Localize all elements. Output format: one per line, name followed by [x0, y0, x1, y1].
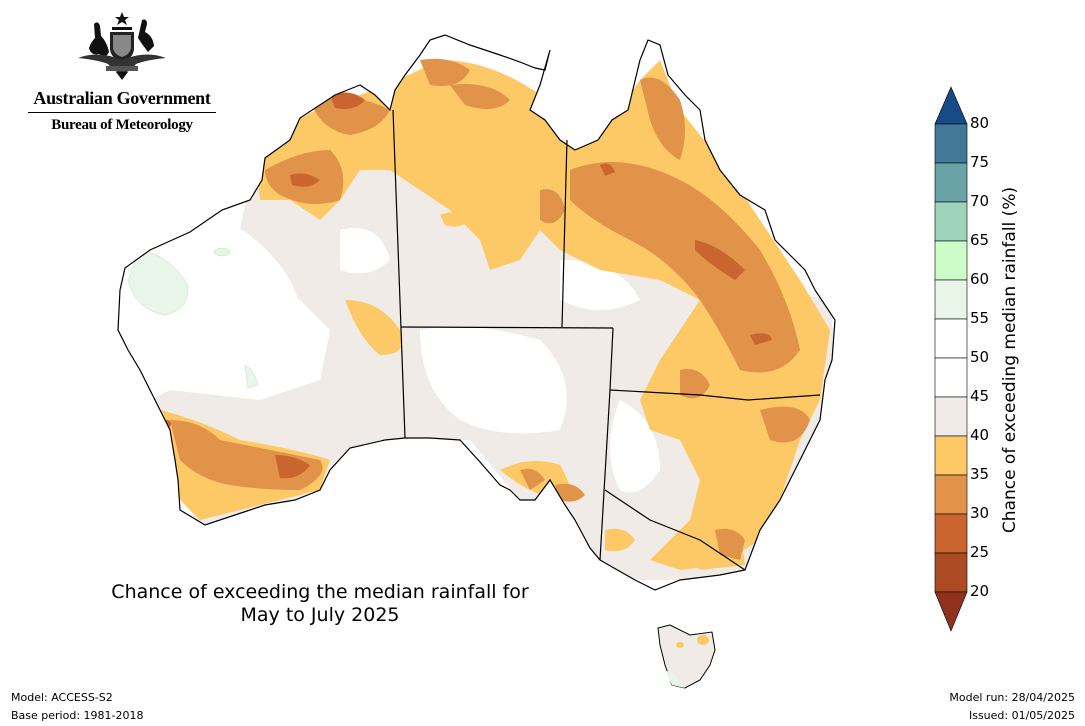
footer-model-info: Model: ACCESS-S2 Base period: 1981-2018 — [11, 689, 143, 725]
org-name-bureau: Bureau of Meteorology — [51, 117, 193, 133]
tick-65: 65 — [970, 231, 990, 249]
coat-of-arms-icon — [78, 12, 166, 80]
base-period: Base period: 1981-2018 — [11, 709, 144, 722]
map-title-line2: May to July 2025 — [240, 604, 400, 626]
colorbar — [934, 86, 968, 632]
map-title: Chance of exceeding the median rainfall … — [60, 581, 580, 627]
state-borders — [392, 109, 821, 571]
tasmania — [657, 624, 716, 689]
tick-80: 80 — [970, 114, 990, 132]
footer-run-info: Model run: 28/04/2025 Issued: 01/05/2025 — [949, 689, 1075, 725]
tick-50: 50 — [970, 348, 990, 366]
logo-divider — [28, 112, 216, 113]
issued-date: Issued: 01/05/2025 — [968, 709, 1075, 722]
tick-25: 25 — [970, 543, 990, 561]
map-title-line1: Chance of exceeding the median rainfall … — [111, 581, 529, 603]
tick-55: 55 — [970, 309, 990, 327]
tick-60: 60 — [970, 270, 990, 288]
colorbar-label: Chance of exceeding median rainfall (%) — [1000, 186, 1020, 534]
tick-20: 20 — [970, 582, 990, 600]
australia-rainfall-map — [117, 34, 836, 689]
tick-70: 70 — [970, 192, 990, 210]
bom-logo: Australian Government Bureau of Meteorol… — [24, 10, 220, 140]
tick-45: 45 — [970, 387, 990, 405]
tick-30: 30 — [970, 504, 990, 522]
org-name-government: Australian Government — [33, 88, 211, 108]
tick-40: 40 — [970, 426, 990, 444]
model-name: Model: ACCESS-S2 — [11, 691, 113, 704]
tick-35: 35 — [970, 465, 990, 483]
tick-75: 75 — [970, 153, 990, 171]
model-run-date: Model run: 28/04/2025 — [949, 691, 1075, 704]
